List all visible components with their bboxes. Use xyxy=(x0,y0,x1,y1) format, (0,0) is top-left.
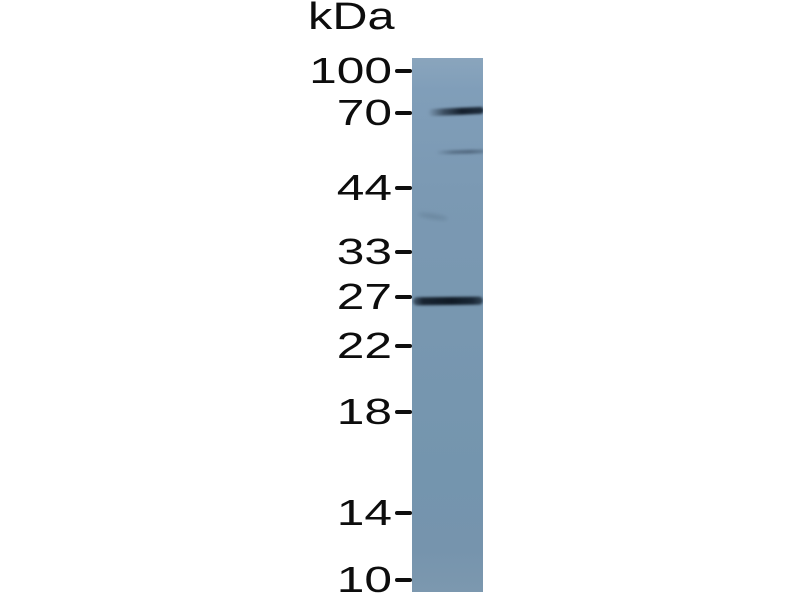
ladder-marker-14: 14 xyxy=(337,495,412,531)
blot-lane xyxy=(412,58,483,592)
band-27kda xyxy=(412,296,483,306)
ladder-marker-70: 70 xyxy=(337,95,412,131)
band-70kda xyxy=(427,106,483,117)
ladder-marker-100: 100 xyxy=(309,53,412,89)
ladder-marker-10: 10 xyxy=(337,562,412,598)
ladder-label-14: 14 xyxy=(336,492,392,533)
ladder-tick-27 xyxy=(395,295,412,299)
ladder-tick-70 xyxy=(395,111,412,115)
ladder-marker-33: 33 xyxy=(337,234,412,270)
ladder-label-100: 100 xyxy=(309,50,392,91)
ladder-label-18: 18 xyxy=(336,391,392,432)
ladder-tick-14 xyxy=(395,511,412,515)
ladder-marker-44: 44 xyxy=(337,170,412,206)
ladder-marker-18: 18 xyxy=(337,394,412,430)
ladder-label-70: 70 xyxy=(336,92,392,133)
ladder-tick-33 xyxy=(395,250,412,254)
ladder-label-27: 27 xyxy=(336,276,392,317)
ladder-label-33: 33 xyxy=(336,231,392,272)
membrane-smudge xyxy=(417,211,449,222)
ladder-label-10: 10 xyxy=(336,559,392,600)
band-55kda-faint xyxy=(435,149,483,155)
ladder-tick-10 xyxy=(395,578,412,582)
ladder-tick-22 xyxy=(395,344,412,348)
ladder-tick-100 xyxy=(395,69,412,73)
ladder-marker-27: 27 xyxy=(337,279,412,315)
ladder-label-22: 22 xyxy=(336,325,392,366)
kda-unit-label: kDa xyxy=(308,0,395,38)
ladder-tick-18 xyxy=(395,410,412,414)
ladder-tick-44 xyxy=(395,186,412,190)
ladder-marker-22: 22 xyxy=(337,328,412,364)
ladder-label-44: 44 xyxy=(336,167,392,208)
